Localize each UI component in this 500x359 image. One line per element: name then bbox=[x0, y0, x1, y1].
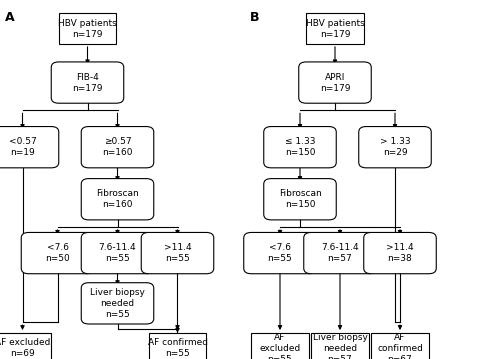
FancyBboxPatch shape bbox=[0, 127, 59, 168]
FancyBboxPatch shape bbox=[21, 233, 94, 274]
Text: Fibroscan
n=160: Fibroscan n=160 bbox=[96, 189, 139, 209]
Bar bbox=[149, 333, 206, 359]
Bar bbox=[59, 13, 116, 44]
Text: >11.4
n=38: >11.4 n=38 bbox=[386, 243, 414, 263]
FancyBboxPatch shape bbox=[81, 178, 154, 220]
Text: <0.57
n=19: <0.57 n=19 bbox=[8, 137, 36, 157]
Bar bbox=[371, 333, 429, 359]
Text: <7.6
n=55: <7.6 n=55 bbox=[268, 243, 292, 263]
Bar bbox=[311, 333, 369, 359]
Text: B: B bbox=[250, 11, 260, 24]
Text: Fibroscan
n=150: Fibroscan n=150 bbox=[278, 189, 322, 209]
Text: 7.6-11.4
n=55: 7.6-11.4 n=55 bbox=[98, 243, 136, 263]
Text: ≥0.57
n=160: ≥0.57 n=160 bbox=[102, 137, 133, 157]
Text: AF
confirmed
n=67: AF confirmed n=67 bbox=[377, 333, 423, 359]
Text: > 1.33
n=29: > 1.33 n=29 bbox=[380, 137, 410, 157]
Text: HBV patients
n=179: HBV patients n=179 bbox=[306, 19, 364, 39]
FancyBboxPatch shape bbox=[81, 127, 154, 168]
FancyBboxPatch shape bbox=[142, 233, 214, 274]
FancyBboxPatch shape bbox=[299, 62, 371, 103]
Text: 7.6-11.4
n=57: 7.6-11.4 n=57 bbox=[321, 243, 359, 263]
Text: AF excluded
n=69: AF excluded n=69 bbox=[0, 338, 50, 358]
FancyBboxPatch shape bbox=[81, 283, 154, 324]
Text: AF
excluded
n=55: AF excluded n=55 bbox=[260, 333, 300, 359]
FancyBboxPatch shape bbox=[264, 127, 336, 168]
Text: A: A bbox=[5, 11, 15, 24]
Text: Liver biopsy
needed
n=55: Liver biopsy needed n=55 bbox=[90, 288, 145, 319]
Text: >11.4
n=55: >11.4 n=55 bbox=[164, 243, 192, 263]
Text: <7.6
n=50: <7.6 n=50 bbox=[45, 243, 70, 263]
FancyBboxPatch shape bbox=[304, 233, 376, 274]
Text: AF confirmed
n=55: AF confirmed n=55 bbox=[148, 338, 208, 358]
FancyBboxPatch shape bbox=[244, 233, 316, 274]
FancyBboxPatch shape bbox=[81, 233, 154, 274]
FancyBboxPatch shape bbox=[364, 233, 436, 274]
Bar bbox=[306, 13, 364, 44]
Text: Liver biopsy
needed
n=57: Liver biopsy needed n=57 bbox=[312, 333, 368, 359]
FancyBboxPatch shape bbox=[52, 62, 124, 103]
Text: APRI
n=179: APRI n=179 bbox=[320, 73, 350, 93]
Text: ≤ 1.33
n=150: ≤ 1.33 n=150 bbox=[285, 137, 316, 157]
Text: HBV patients
n=179: HBV patients n=179 bbox=[58, 19, 117, 39]
Bar bbox=[252, 333, 309, 359]
FancyBboxPatch shape bbox=[359, 127, 431, 168]
FancyBboxPatch shape bbox=[264, 178, 336, 220]
Text: FIB-4
n=179: FIB-4 n=179 bbox=[72, 73, 103, 93]
Bar bbox=[0, 333, 52, 359]
